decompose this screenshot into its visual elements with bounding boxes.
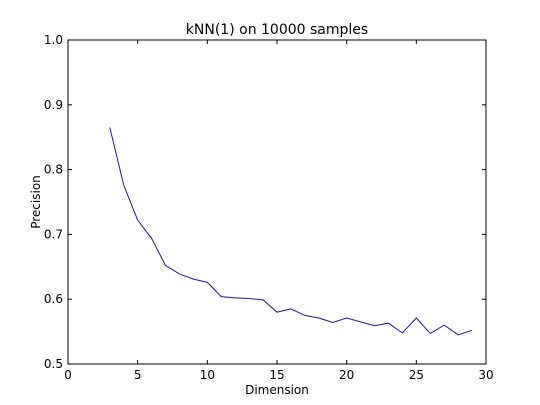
- y-tick-label: 0.9: [44, 98, 63, 112]
- y-tick-label: 0.5: [44, 357, 63, 371]
- x-tick-label: 5: [134, 368, 142, 382]
- y-tick-label: 0.8: [44, 163, 63, 177]
- series-line: [109, 127, 473, 336]
- x-tick-label: 15: [269, 368, 284, 382]
- x-axis-ticks: 0 5 10 15 20 25 30: [64, 40, 494, 382]
- y-axis-label: Precision: [29, 175, 43, 229]
- chart-title: kNN(1) on 10000 samples: [186, 22, 368, 38]
- x-tick-label: 0: [64, 368, 72, 382]
- plot-area: [67, 39, 487, 365]
- x-tick-label: 25: [409, 368, 424, 382]
- series-layer: [109, 127, 473, 336]
- y-tick-label: 1.0: [44, 33, 63, 47]
- y-tick-label: 0.7: [44, 227, 63, 241]
- x-axis-label: Dimension: [245, 383, 309, 397]
- x-tick-label: 20: [339, 368, 354, 382]
- y-tick-label: 0.6: [44, 292, 63, 306]
- y-axis-ticks: 0.5 0.6 0.7 0.8 0.9 1.0: [44, 33, 486, 371]
- x-tick-label: 30: [478, 368, 493, 382]
- x-tick-label: 10: [200, 368, 215, 382]
